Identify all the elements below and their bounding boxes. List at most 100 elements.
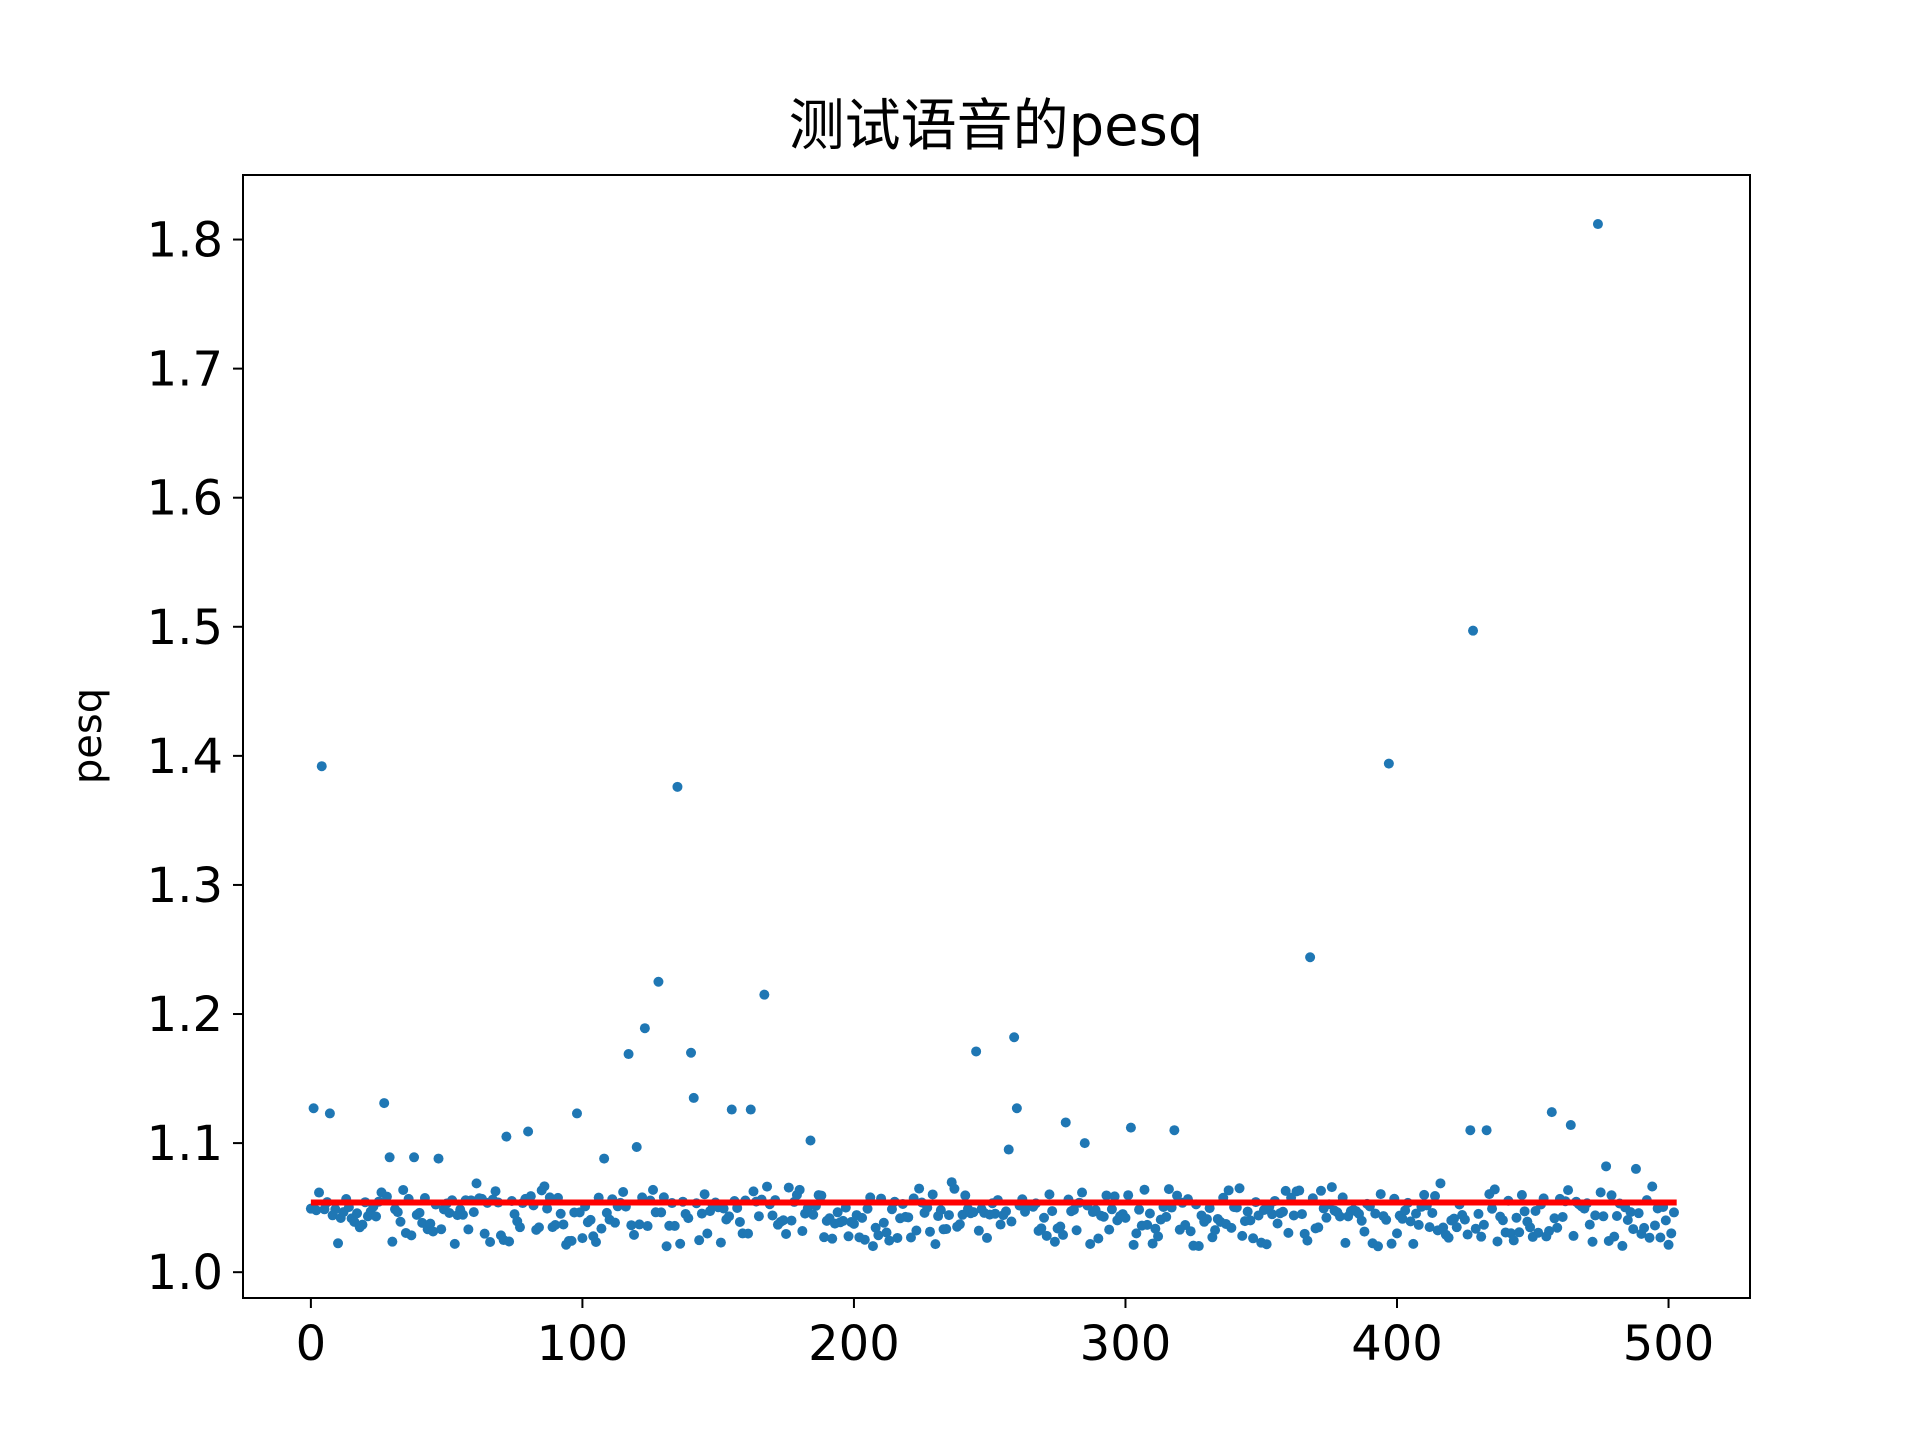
x-tick-label: 200 [808,1316,900,1372]
data-point [395,1216,406,1227]
data-point [1611,1211,1622,1222]
data-point [1147,1238,1158,1249]
data-point [1044,1189,1055,1200]
data-point [1424,1222,1435,1233]
data-point [1172,1190,1183,1201]
data-point [392,1207,403,1218]
data-point [1383,758,1394,769]
data-point [1009,1032,1020,1043]
data-point [1104,1224,1115,1235]
data-point [1381,1214,1392,1225]
data-point [542,1203,553,1214]
data-point [330,1204,341,1215]
data-point [753,1211,764,1222]
data-point [433,1153,444,1164]
data-point [1408,1238,1419,1249]
data-point [571,1108,582,1119]
data-point [1326,1182,1337,1193]
data-point [1123,1190,1134,1201]
data-point [1058,1229,1069,1240]
data-point [1315,1185,1326,1196]
data-point [1595,1187,1606,1198]
data-point [1356,1215,1367,1226]
data-point [1302,1235,1313,1246]
data-point [1134,1204,1145,1215]
data-point [1465,1125,1476,1136]
data-point [1663,1239,1674,1250]
data-point [1552,1222,1563,1233]
data-point [1041,1230,1052,1241]
data-point [1563,1185,1574,1196]
data-point [653,976,664,987]
data-point [1101,1190,1112,1201]
data-point [1413,1219,1424,1230]
data-point [533,1222,544,1233]
data-point [954,1219,965,1230]
data-point [1223,1185,1234,1196]
data-point [827,1233,838,1244]
data-point [1601,1161,1612,1172]
y-tick-label: 1.3 [147,858,223,914]
data-point [1449,1213,1460,1224]
data-point [1068,1204,1079,1215]
data-point [316,761,327,772]
data-point [1060,1117,1071,1128]
data-point [973,1225,984,1236]
data-point [1272,1218,1283,1229]
plot-frame [242,174,1751,1299]
data-point [639,1023,650,1034]
data-point [1093,1233,1104,1244]
data-point [468,1207,479,1218]
data-point [1487,1203,1498,1214]
data-point [881,1227,892,1238]
data-point [870,1222,881,1233]
x-tick-label: 300 [1080,1316,1172,1372]
data-point [1294,1185,1305,1196]
data-point [1533,1227,1544,1238]
data-point [724,1211,735,1222]
data-point [1334,1211,1345,1222]
y-tick-label: 1.8 [147,213,223,269]
data-point [715,1237,726,1248]
data-point [794,1184,805,1195]
data-point [1370,1208,1381,1219]
data-point [1630,1163,1641,1174]
data-point [352,1208,363,1219]
data-point [457,1209,468,1220]
data-point [930,1239,941,1250]
data-point [308,1103,319,1114]
data-point [1109,1191,1120,1202]
data-point [609,1217,620,1228]
y-tick-label: 1.1 [147,1116,223,1172]
data-point [1647,1181,1658,1192]
data-point [718,1203,729,1214]
x-tick-label: 400 [1351,1316,1443,1372]
data-point [471,1178,482,1189]
data-point [479,1228,490,1239]
data-point [1519,1206,1530,1217]
data-point [626,1220,637,1231]
data-point [943,1210,954,1221]
data-point [1226,1222,1237,1233]
data-point [656,1207,667,1218]
data-point [688,1092,699,1103]
data-point [990,1208,1001,1219]
data-point [1047,1206,1058,1217]
data-point [523,1126,534,1137]
data-point [797,1226,808,1237]
data-point [314,1187,325,1198]
data-point [1321,1212,1332,1223]
data-point [1660,1215,1671,1226]
data-point [1131,1228,1142,1239]
data-point [631,1141,642,1152]
data-point [1261,1239,1272,1250]
data-point [1305,952,1316,963]
y-tick-label: 1.5 [147,600,223,656]
data-point [672,781,683,792]
data-point [1590,1210,1601,1221]
data-point [1443,1232,1454,1243]
data-point [1386,1238,1397,1249]
data-point [1079,1138,1090,1149]
data-point [1098,1211,1109,1222]
